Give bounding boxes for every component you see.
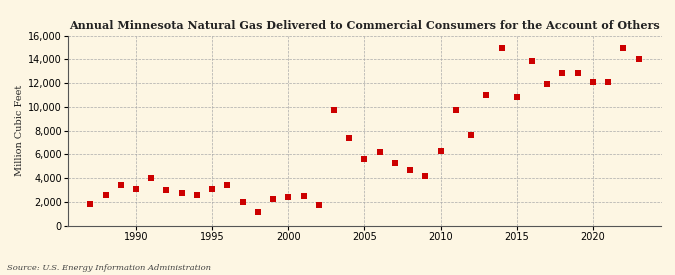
Point [344,136,354,140]
Point [512,95,522,100]
Point [146,176,157,180]
Text: Source: U.S. Energy Information Administration: Source: U.S. Energy Information Administ… [7,264,211,272]
Point [405,167,416,172]
Point [252,210,263,215]
Point [283,195,294,199]
Point [131,186,142,191]
Point [466,133,477,138]
Point [313,203,324,208]
Point [450,108,461,113]
Point [633,57,644,62]
Point [298,194,309,198]
Title: Annual Minnesota Natural Gas Delivered to Commercial Consumers for the Account o: Annual Minnesota Natural Gas Delivered t… [69,20,660,31]
Point [222,183,233,187]
Point [359,157,370,161]
Point [587,80,598,84]
Point [85,202,96,206]
Point [161,188,172,192]
Point [496,45,507,50]
Point [542,82,553,87]
Point [375,150,385,154]
Point [481,93,492,97]
Point [618,45,629,50]
Point [100,192,111,197]
Point [237,200,248,204]
Point [389,160,400,165]
Point [268,197,279,202]
Point [603,80,614,84]
Point [557,70,568,75]
Point [329,108,340,113]
Point [207,186,217,191]
Point [192,192,202,197]
Point [435,148,446,153]
Y-axis label: Million Cubic Feet: Million Cubic Feet [15,85,24,176]
Point [115,183,126,187]
Point [420,174,431,178]
Point [572,70,583,75]
Point [176,191,187,196]
Point [526,59,537,63]
